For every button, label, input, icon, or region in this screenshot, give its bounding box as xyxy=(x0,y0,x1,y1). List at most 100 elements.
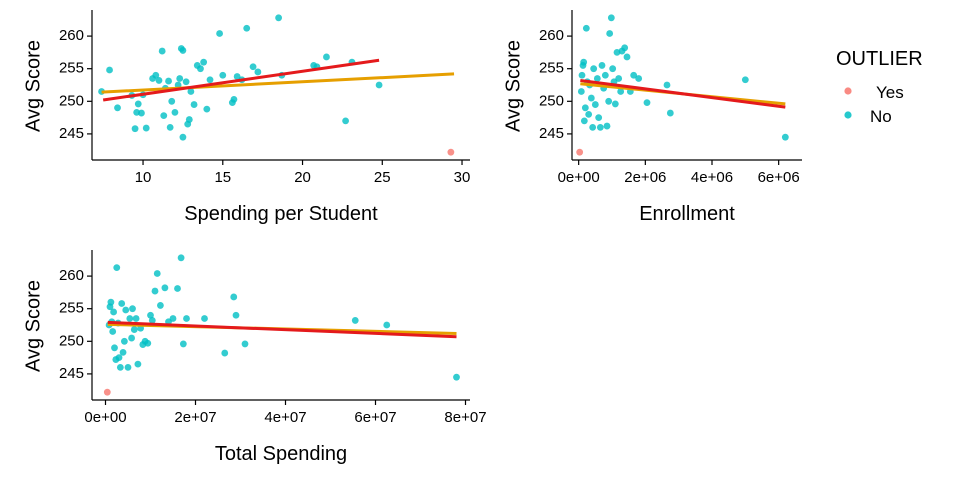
point-no-outlier xyxy=(110,308,117,316)
point-no-outlier xyxy=(119,348,127,356)
point-no-outlier xyxy=(106,66,113,74)
point-no-outlier xyxy=(129,305,136,313)
point-no-outlier xyxy=(121,337,128,345)
point-no-outlier xyxy=(138,109,145,117)
point-no-outlier xyxy=(134,100,142,108)
point-no-outlier xyxy=(107,298,115,306)
x-tick-label: 30 xyxy=(454,169,471,186)
point-no-outlier xyxy=(589,123,597,131)
fit-line-no-outlier xyxy=(580,78,786,109)
point-no-outlier xyxy=(153,270,161,277)
x-axis-title: Enrollment xyxy=(639,203,735,225)
point-no-outlier xyxy=(230,293,238,301)
point-no-outlier xyxy=(591,101,599,108)
y-axis-title: Avg Score xyxy=(22,280,44,372)
legend-title: OUTLIER xyxy=(836,48,923,70)
point-no-outlier xyxy=(581,104,589,112)
point-no-outlier xyxy=(157,302,164,309)
y-tick-label: 255 xyxy=(539,60,564,77)
y-tick-label: 250 xyxy=(59,92,84,109)
point-no-outlier xyxy=(179,47,187,54)
x-tick-label: 0e+00 xyxy=(558,169,600,186)
point-no-outlier xyxy=(165,77,172,85)
panel-enrollment: Avg Score Enrollment 245 250 255 260 0e+00 2e… xyxy=(502,10,802,225)
y-tick-label: 255 xyxy=(59,300,84,317)
point-no-outlier xyxy=(643,99,651,107)
point-no-outlier xyxy=(741,76,749,84)
point-no-outlier xyxy=(323,53,330,61)
point-no-outlier xyxy=(609,65,617,73)
point-no-outlier xyxy=(249,63,257,71)
y-tick-label: 260 xyxy=(59,27,84,44)
y-axis-title: Avg Score xyxy=(502,40,524,132)
point-no-outlier xyxy=(124,363,132,371)
point-no-outlier xyxy=(663,81,671,89)
point-no-outlier xyxy=(593,75,601,82)
x-tick-label: 4e+06 xyxy=(691,169,733,186)
point-no-outlier xyxy=(183,315,190,322)
fit-line-no-outlier xyxy=(102,58,380,102)
x-tick-label: 6e+07 xyxy=(354,409,396,426)
legend-key-yes xyxy=(844,87,852,95)
point-no-outlier xyxy=(781,133,789,141)
x-tick-label: 6e+06 xyxy=(758,169,800,186)
point-no-outlier xyxy=(161,284,169,292)
point-no-outlier xyxy=(617,88,625,95)
point-no-outlier xyxy=(166,123,174,131)
x-tick-label: 25 xyxy=(374,169,391,186)
point-no-outlier xyxy=(113,264,121,272)
point-no-outlier xyxy=(233,73,241,80)
point-no-outlier xyxy=(179,340,187,348)
point-no-outlier xyxy=(116,363,124,371)
point-no-outlier xyxy=(630,71,638,79)
point-no-outlier xyxy=(590,65,598,73)
point-no-outlier xyxy=(221,349,229,357)
point-no-outlier xyxy=(595,114,603,122)
legend-key-no xyxy=(844,111,852,119)
fit-line-no-outlier xyxy=(107,320,457,339)
x-tick-label: 8e+07 xyxy=(444,409,486,426)
point-no-outlier xyxy=(254,68,262,76)
point-no-outlier xyxy=(168,97,176,105)
point-no-outlier xyxy=(206,76,214,84)
point-no-outlier xyxy=(603,122,611,130)
point-no-outlier xyxy=(666,109,674,117)
point-no-outlier xyxy=(200,58,208,66)
point-no-outlier xyxy=(241,340,249,348)
point-no-outlier xyxy=(601,71,609,79)
point-no-outlier xyxy=(621,44,629,52)
point-no-outlier xyxy=(134,360,142,368)
point-no-outlier xyxy=(118,300,126,307)
x-tick-label: 4e+07 xyxy=(264,409,306,426)
legend-label-yes: Yes xyxy=(876,83,904,102)
point-no-outlier xyxy=(219,71,227,79)
point-no-outlier xyxy=(111,344,118,352)
point-no-outlier xyxy=(383,321,391,329)
y-tick-label: 250 xyxy=(59,332,84,349)
x-tick-label: 10 xyxy=(135,169,152,186)
y-tick-label: 250 xyxy=(539,92,564,109)
point-no-outlier xyxy=(190,101,198,108)
point-outlier xyxy=(447,148,455,156)
point-no-outlier xyxy=(177,254,185,262)
point-no-outlier xyxy=(182,78,190,86)
point-no-outlier xyxy=(607,14,615,22)
point-no-outlier xyxy=(275,14,283,22)
point-no-outlier xyxy=(453,373,460,381)
point-no-outlier xyxy=(179,133,187,141)
point-no-outlier xyxy=(144,339,152,347)
point-outlier xyxy=(576,148,584,156)
point-outlier xyxy=(103,388,111,396)
point-no-outlier xyxy=(115,354,123,362)
x-tick-label: 2e+07 xyxy=(174,409,216,426)
point-no-outlier xyxy=(203,105,211,113)
point-no-outlier xyxy=(187,88,195,95)
point-no-outlier xyxy=(158,47,166,55)
point-no-outlier xyxy=(185,116,193,123)
x-tick-label: 15 xyxy=(214,169,231,186)
point-no-outlier xyxy=(122,306,130,314)
x-tick-label: 20 xyxy=(294,169,311,186)
legend-label-no: No xyxy=(870,107,892,126)
point-no-outlier xyxy=(635,75,643,82)
